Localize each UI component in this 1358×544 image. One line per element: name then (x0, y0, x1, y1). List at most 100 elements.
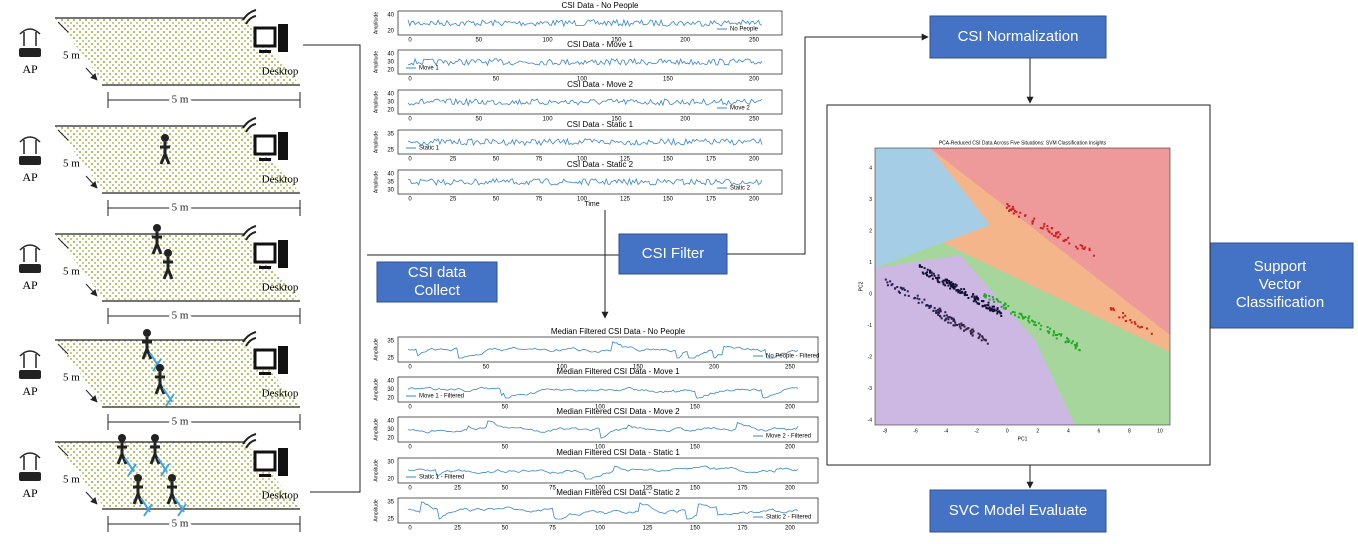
point (921, 266, 923, 268)
point (916, 297, 918, 299)
ap-label: AP (22, 486, 38, 500)
point (1068, 242, 1070, 244)
point (926, 275, 928, 277)
x-tick-label: 0 (408, 405, 412, 411)
monitor (255, 136, 275, 154)
x-tick-label: 200 (749, 197, 760, 203)
x-tick-label: 200 (680, 117, 691, 123)
side-label: 5 m (63, 266, 80, 278)
point (946, 282, 948, 284)
x-tick-label: 0 (408, 486, 412, 492)
point (984, 296, 986, 298)
svm-title: PCA-Reduced CSI Data Across Five Situati… (939, 140, 1107, 146)
x-tick-label: 25 (450, 157, 457, 163)
point (1066, 239, 1068, 241)
point (1129, 319, 1131, 321)
ap-icon (19, 472, 41, 481)
x-tick-label: 0 (408, 365, 412, 371)
point (990, 309, 992, 311)
point (961, 324, 963, 326)
y-tick-label: 20 (387, 396, 394, 402)
point (957, 291, 959, 293)
point (1118, 316, 1120, 318)
x-tick-label: 125 (620, 197, 631, 203)
point (1033, 324, 1035, 326)
point (950, 322, 952, 324)
y-axis-label: Amplitude (373, 459, 379, 481)
point (1014, 210, 1016, 212)
x-tick-label: -2 (974, 428, 979, 434)
tower (278, 240, 288, 268)
point (947, 285, 949, 287)
point (1039, 328, 1041, 330)
point (1021, 314, 1023, 316)
point (974, 298, 976, 300)
x-tick-label: 200 (785, 486, 796, 492)
x-tick-label: 150 (690, 486, 701, 492)
y-tick-label: 4 (869, 165, 872, 171)
plot-frame (398, 498, 818, 523)
plot-title: CSI Data - Move 2 (567, 80, 633, 89)
y-tick-label: 35 (387, 132, 394, 138)
point (1034, 321, 1036, 323)
point (1125, 320, 1127, 322)
tower (278, 346, 288, 374)
point (973, 296, 975, 298)
point (943, 283, 945, 285)
x-tick-label: 50 (475, 38, 482, 44)
point (1076, 248, 1078, 250)
side-label: 5 m (63, 158, 80, 170)
point (1075, 347, 1077, 349)
side-label: 5 m (63, 50, 80, 62)
plot-title: CSI Data - Static 1 (567, 120, 634, 129)
point (960, 323, 962, 325)
point (1043, 223, 1045, 225)
point (984, 339, 986, 341)
point (1056, 337, 1058, 339)
point (937, 281, 939, 283)
plot-frame (398, 417, 818, 442)
point (1076, 345, 1078, 347)
point (1028, 321, 1030, 323)
width-arrow (108, 308, 300, 324)
point (992, 296, 994, 298)
point (1122, 312, 1124, 314)
point (1052, 334, 1054, 336)
collect-label: CSI dataCollect (408, 264, 467, 299)
point (961, 292, 963, 294)
y-tick-label: 20 (387, 477, 394, 483)
point (950, 281, 952, 283)
x-tick-label: 50 (493, 197, 500, 203)
y-tick-label: -3 (868, 386, 873, 392)
point (1137, 325, 1139, 327)
point (1014, 311, 1016, 313)
width-arrow (108, 200, 300, 216)
y-tick-label: 30 (387, 460, 394, 466)
x-tick-label: 175 (737, 526, 748, 532)
point (953, 286, 955, 288)
point (972, 335, 974, 337)
point (904, 294, 906, 296)
point (1012, 206, 1014, 208)
point (946, 314, 948, 316)
y-tick-label: 40 (387, 172, 394, 178)
point (924, 267, 926, 269)
point (947, 318, 949, 320)
person-head (168, 474, 176, 482)
x-tick-label: 175 (737, 486, 748, 492)
person-head (156, 364, 164, 372)
y-axis-label: Amplitude (373, 418, 379, 440)
point (1151, 333, 1153, 335)
x-tick-label: 200 (749, 157, 760, 163)
y-tick-label: 2 (869, 228, 872, 234)
point (935, 312, 937, 314)
x-tick-label: 0 (408, 117, 412, 123)
point (1006, 203, 1008, 205)
ap-label: AP (22, 170, 38, 184)
point (1139, 326, 1141, 328)
point (1134, 323, 1136, 325)
ap-label: AP (22, 62, 38, 76)
point (1046, 225, 1048, 227)
plot-frame (398, 90, 782, 114)
x-tick-label: 50 (502, 405, 509, 411)
